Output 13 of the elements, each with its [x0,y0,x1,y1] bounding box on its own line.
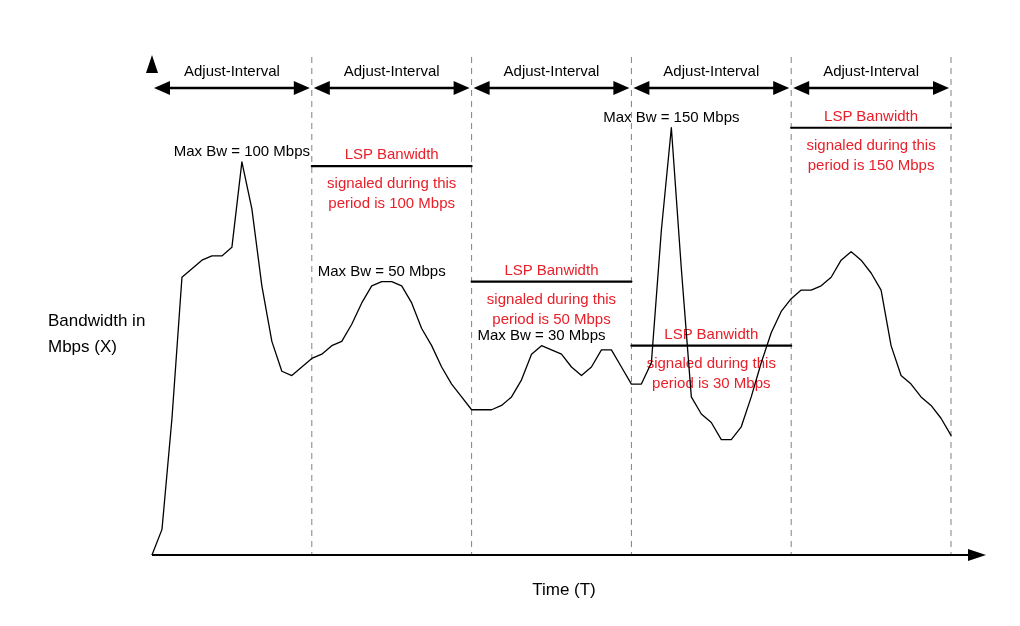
text: Adjust-Interval [503,62,600,79]
text: Adjust-Interval [343,62,440,79]
text: Adjust-Interval [823,62,920,79]
y-axis-title: Bandwidth in Mbps (X) [48,310,147,358]
text: Adjust-Interval [183,62,280,79]
annotation: Max Bw = 100 Mbps [173,141,311,159]
series-label: LSP Banwidth signaled during this period is 50 Mbps [486,260,617,327]
annotation: Max Bw = 50 Mbps [317,261,446,279]
series-label: LSP Banwidth signaled during this period is 100 Mbps [327,145,457,212]
annotation: Max Bw = 150 Mbps [603,107,740,125]
text: Adjust-Interval [663,62,760,79]
legend-label: LSP Banwidth signaled during this period is 150 Mbps [806,106,936,173]
x-axis-title: Time (T) [532,580,596,599]
